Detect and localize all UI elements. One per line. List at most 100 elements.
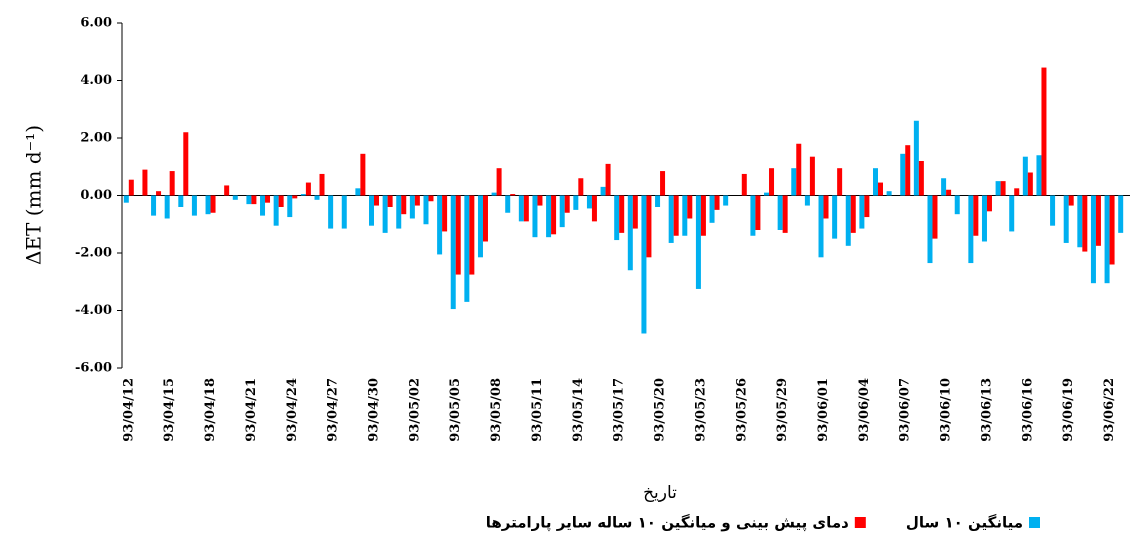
bar: [1036, 155, 1042, 196]
bar: [864, 195, 870, 218]
bar: [1009, 195, 1015, 232]
bar: [551, 195, 557, 235]
bar: [305, 182, 311, 196]
x-tick-label: 93/06/04: [857, 378, 872, 442]
bar: [886, 191, 892, 196]
bar: [878, 182, 883, 196]
legend-swatch: [1029, 517, 1040, 528]
bar: [469, 195, 475, 275]
bar: [845, 195, 851, 246]
x-tick-label: 93/04/15: [162, 378, 177, 442]
bar: [850, 195, 856, 233]
bar: [573, 195, 579, 210]
bar: [687, 195, 693, 219]
x-tick-label: 93/04/21: [244, 378, 259, 442]
bar: [804, 195, 810, 206]
bar: [428, 195, 434, 202]
bar: [695, 195, 701, 289]
bar: [319, 173, 325, 196]
bar: [682, 195, 688, 236]
x-tick-label: 93/06/13: [979, 378, 994, 442]
bar: [437, 195, 443, 255]
x-tick-label: 93/06/10: [939, 378, 954, 442]
bar: [764, 192, 770, 196]
bar: [837, 168, 843, 196]
bar: [769, 168, 775, 196]
bar: [178, 195, 184, 207]
bar: [1050, 195, 1056, 226]
bar: [523, 195, 529, 222]
bar: [251, 195, 257, 205]
bar: [464, 195, 470, 302]
x-tick-label: 93/06/19: [1061, 378, 1076, 442]
bar: [818, 195, 824, 258]
bar: [777, 195, 783, 230]
x-tick-label: 93/05/11: [530, 378, 545, 442]
bar: [450, 195, 456, 310]
bar: [796, 143, 802, 196]
bar: [477, 195, 483, 258]
bar: [328, 195, 334, 229]
y-tick-label: 6.00: [80, 16, 112, 31]
bar: [660, 171, 666, 196]
bar: [809, 156, 815, 196]
bar: [142, 169, 148, 196]
bar: [414, 195, 420, 206]
bar: [537, 195, 543, 206]
bar: [265, 195, 271, 203]
bar: [782, 195, 788, 233]
bar: [164, 195, 170, 219]
bar: [981, 195, 987, 242]
x-tick-label: 93/05/26: [734, 378, 749, 442]
bar: [900, 153, 906, 196]
bar: [455, 195, 461, 275]
bar: [954, 195, 960, 215]
x-tick-label: 93/04/30: [367, 378, 382, 442]
x-tick-label: 93/06/07: [898, 378, 913, 442]
bar: [873, 168, 878, 196]
bar: [292, 195, 298, 199]
bar: [1014, 188, 1020, 196]
bar: [341, 195, 347, 229]
bar: [750, 195, 756, 236]
bar: [232, 195, 238, 200]
bar: [605, 163, 611, 196]
bar: [586, 195, 592, 209]
bar: [300, 194, 306, 196]
bar: [578, 178, 584, 196]
bar: [673, 195, 679, 236]
bar: [1090, 195, 1096, 284]
bar: [1082, 195, 1088, 252]
bar: [1077, 195, 1083, 248]
bar: [641, 195, 647, 334]
bar: [532, 195, 538, 238]
bar: [1027, 172, 1033, 196]
bar: [151, 195, 157, 216]
bar: [646, 195, 652, 258]
y-tick-label: -6.00: [75, 361, 112, 376]
bar: [1041, 67, 1047, 196]
bar: [709, 195, 715, 223]
bar: [986, 195, 992, 212]
bar: [1000, 181, 1006, 196]
y-tick-label: -2.00: [75, 246, 112, 261]
bar: [183, 132, 189, 196]
bar: [442, 195, 448, 232]
x-tick-label: 93/05/08: [489, 378, 504, 442]
bar: [401, 195, 407, 215]
bar: [355, 188, 361, 196]
bar: [128, 179, 134, 196]
x-tick-label: 93/04/12: [121, 378, 136, 442]
x-tick-label: 93/05/17: [612, 378, 627, 442]
bar: [823, 195, 829, 219]
bar: [614, 195, 620, 241]
x-tick-label: 93/05/20: [653, 378, 668, 442]
bar: [619, 195, 625, 233]
bar: [156, 191, 162, 196]
bar: [913, 120, 919, 196]
bar: [1118, 195, 1124, 233]
bar: [169, 171, 175, 196]
bar: [973, 195, 979, 236]
x-tick-label: 93/05/14: [571, 378, 586, 442]
x-tick-label: 93/04/27: [326, 378, 341, 442]
